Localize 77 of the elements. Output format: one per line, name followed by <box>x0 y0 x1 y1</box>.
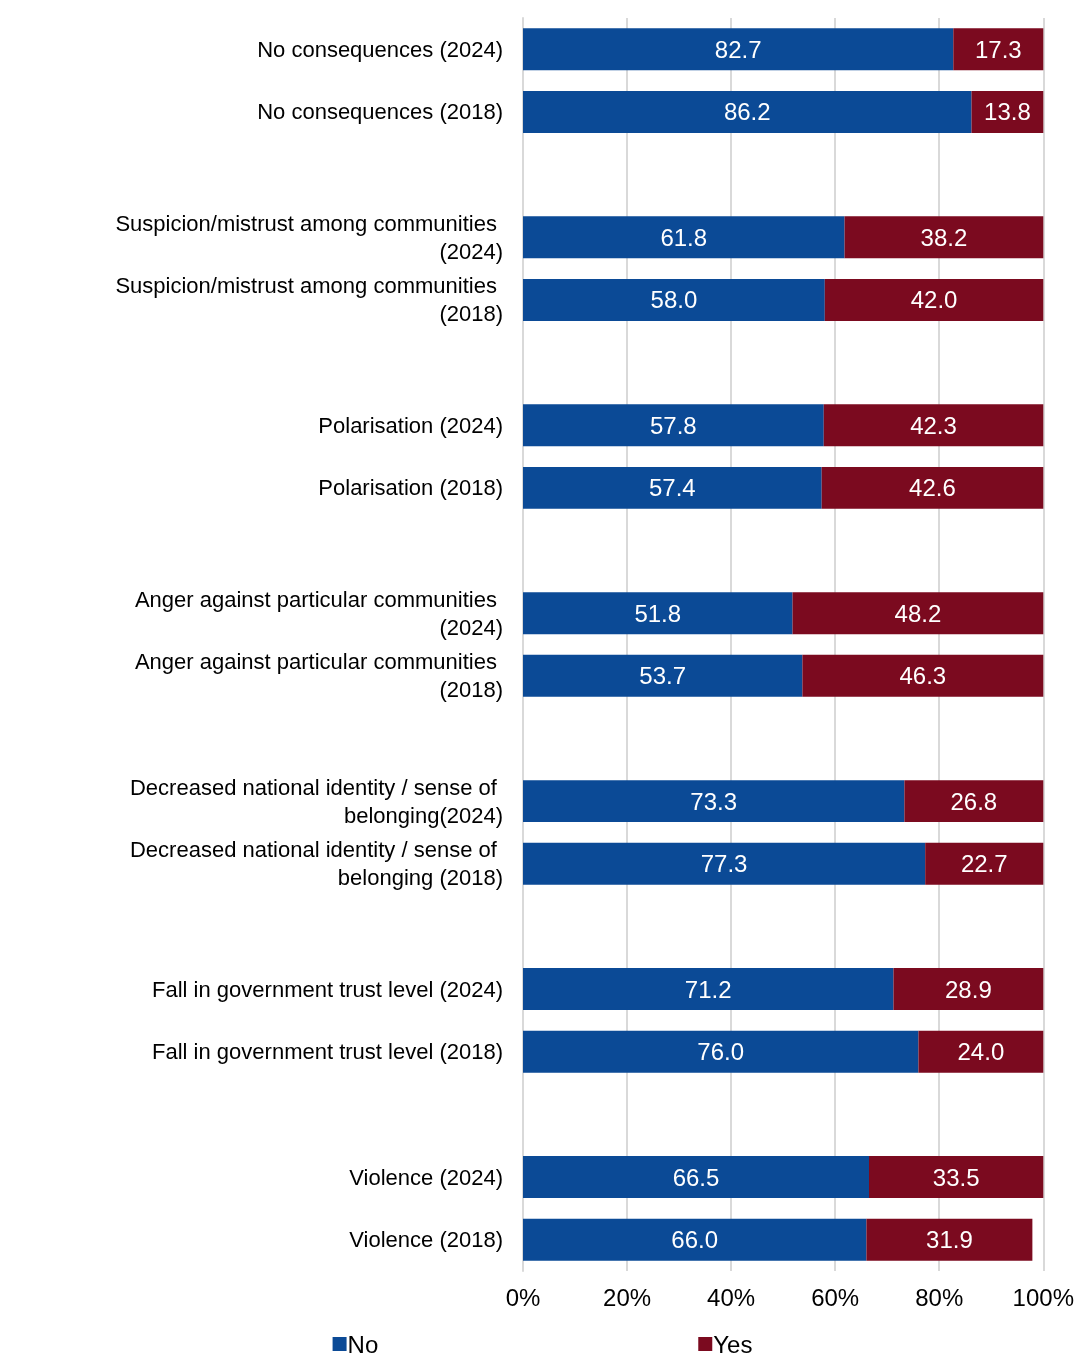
y-tick-label: Polarisation (2018) <box>318 475 503 501</box>
data-label: 48.2 <box>894 599 942 627</box>
bar <box>904 780 1044 823</box>
bar <box>523 592 793 635</box>
data-label: 46.3 <box>899 662 947 690</box>
bar <box>918 1030 1044 1073</box>
data-label: 51.8 <box>634 599 682 627</box>
legend-label: Yes <box>713 1330 753 1358</box>
data-label: 66.0 <box>671 1226 719 1254</box>
legend-label: No <box>347 1330 379 1358</box>
bar <box>844 216 1044 259</box>
y-tick-label: Fall in government trust level (2018) <box>152 1039 503 1065</box>
bar <box>893 968 1044 1011</box>
data-label: 57.8 <box>650 411 697 439</box>
x-tick-label: 80% <box>915 1283 964 1311</box>
data-label: 71.2 <box>684 975 732 1003</box>
data-label: 61.8 <box>660 223 708 251</box>
bar <box>821 466 1044 509</box>
x-tick-label: 20% <box>603 1283 652 1311</box>
y-tick-label: Suspicion/mistrust among communities (2018) <box>115 273 503 327</box>
data-label: 22.7 <box>960 850 1008 878</box>
data-label: 42.0 <box>910 286 958 314</box>
bar <box>523 404 824 447</box>
bar <box>523 1218 867 1261</box>
x-tick-label: 60% <box>811 1283 860 1311</box>
data-label: 42.3 <box>910 411 957 439</box>
x-tick-label: 0% <box>505 1283 541 1311</box>
data-label: 26.8 <box>950 787 998 815</box>
data-label: 31.9 <box>926 1226 973 1254</box>
data-label: 13.8 <box>984 98 1031 126</box>
bar <box>523 968 894 1011</box>
x-tick-label: 40% <box>707 1283 756 1311</box>
data-label: 66.5 <box>672 1163 720 1191</box>
bar <box>925 842 1044 885</box>
data-label: 58.0 <box>650 286 698 314</box>
data-label: 76.0 <box>697 1038 745 1066</box>
x-tick-label: 100% <box>1012 1283 1074 1311</box>
data-label: 17.3 <box>974 35 1022 63</box>
y-tick-label: No consequences (2024) <box>257 36 503 62</box>
bar <box>802 654 1044 697</box>
y-tick-label: No consequences (2018) <box>257 99 503 125</box>
bar <box>523 1030 919 1073</box>
y-tick-label: Fall in government trust level (2024) <box>152 976 503 1002</box>
y-tick-label: Violence (2024) <box>349 1164 503 1190</box>
data-label: 57.4 <box>648 474 696 502</box>
bar <box>523 780 905 823</box>
data-label: 82.7 <box>714 35 762 63</box>
data-label: 33.5 <box>932 1163 980 1191</box>
bar <box>866 1218 1033 1261</box>
bar <box>523 466 822 509</box>
bar <box>523 216 845 259</box>
bar <box>523 278 825 321</box>
data-label: 28.9 <box>945 975 992 1003</box>
data-label: 53.7 <box>639 662 687 690</box>
bar <box>823 404 1044 447</box>
bar <box>824 278 1044 321</box>
bar <box>523 28 954 71</box>
data-label: 24.0 <box>957 1038 1005 1066</box>
bar <box>953 28 1044 71</box>
bar <box>523 654 803 697</box>
data-label: 42.6 <box>909 474 956 502</box>
y-tick-label: Decreased national identity / sense of belonging(2024) <box>129 774 503 828</box>
y-tick-label: Anger against particular communities (2018) <box>134 649 503 703</box>
bar <box>792 592 1044 635</box>
bar <box>523 1156 870 1199</box>
bar <box>523 842 926 885</box>
y-tick-label: Anger against particular communities (2024) <box>134 586 503 640</box>
y-tick-label: Polarisation (2024) <box>318 412 503 438</box>
data-label: 77.3 <box>700 850 748 878</box>
data-label: 86.2 <box>723 98 771 126</box>
data-label: 73.3 <box>690 787 738 815</box>
y-tick-label: Violence (2018) <box>349 1227 503 1253</box>
bar <box>869 1156 1044 1199</box>
y-tick-label: Decreased national identity / sense of belonging (2018) <box>129 837 503 891</box>
bar <box>523 90 972 133</box>
y-tick-label: Suspicion/mistrust among communities (2024) <box>115 210 503 264</box>
data-label: 38.2 <box>920 223 968 251</box>
